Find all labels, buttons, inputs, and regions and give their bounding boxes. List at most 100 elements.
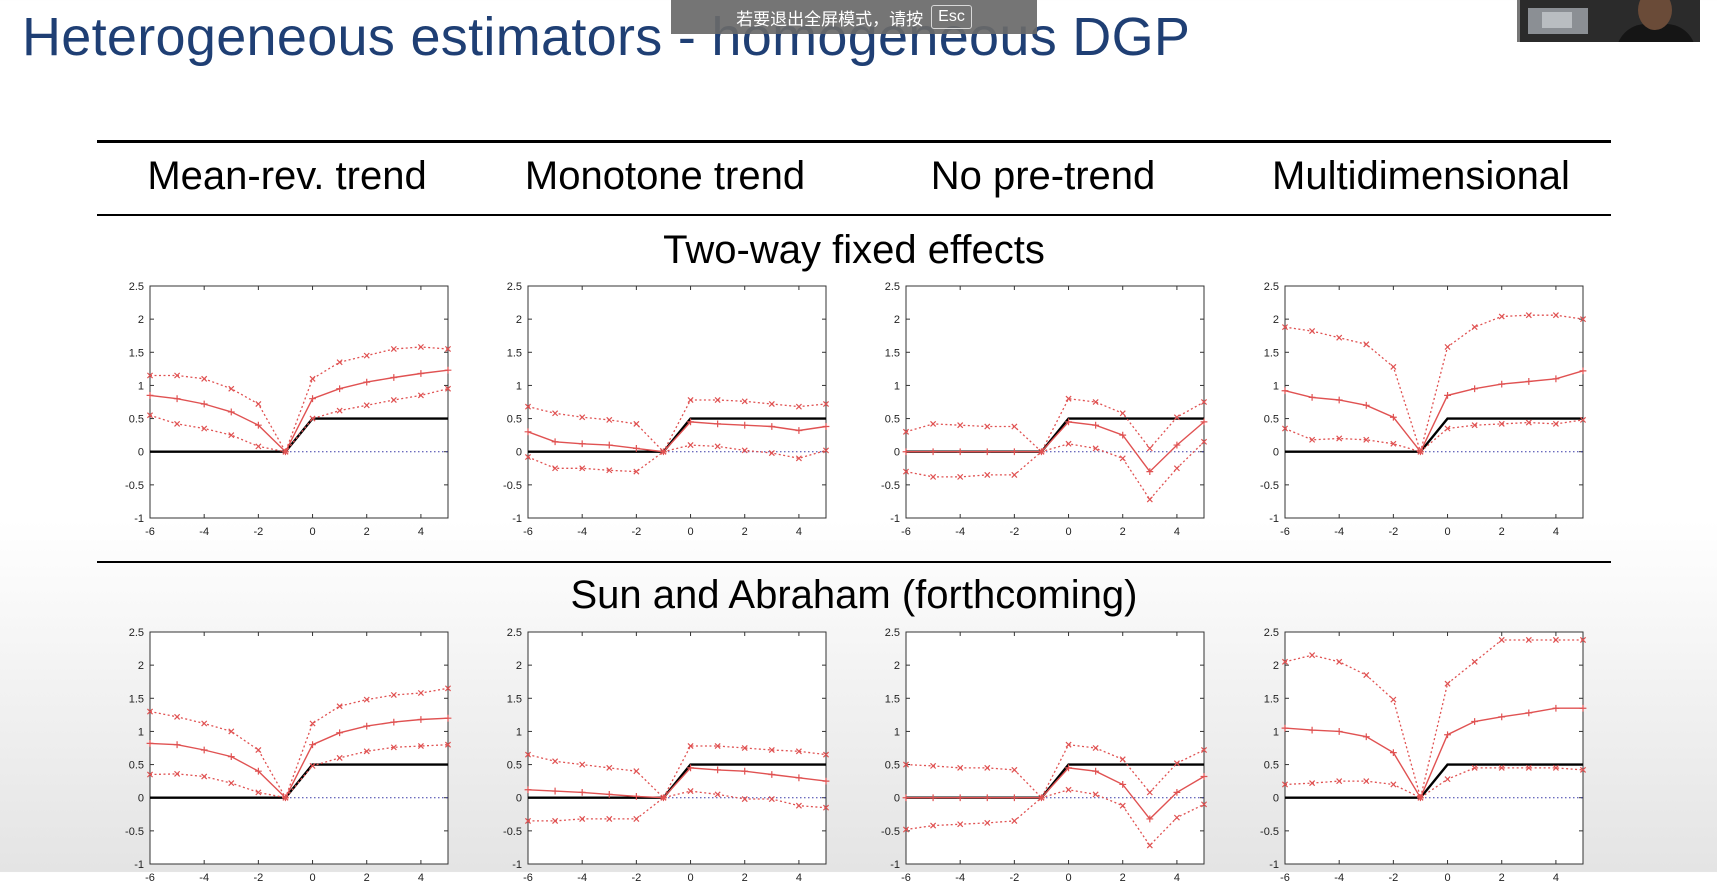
estimate-marker [254, 767, 262, 775]
x-tick-label: 2 [1499, 526, 1505, 538]
y-tick-label: -1 [890, 513, 900, 525]
estimate-marker [336, 729, 344, 737]
estimate-line [527, 767, 827, 799]
x-tick-label: -6 [901, 872, 911, 884]
table-top-rule [97, 140, 1611, 143]
x-tick-label: 0 [687, 872, 693, 884]
upper-band-marker [444, 685, 452, 692]
y-tick-label: 0.5 [507, 760, 522, 772]
lower-band-marker [1011, 817, 1018, 824]
y-tick-label: 0 [894, 447, 900, 459]
upper-band-marker [336, 703, 343, 710]
estimate-marker [956, 794, 964, 802]
lower-band-marker [1200, 801, 1208, 808]
event-study-chart-2-3: -1 -0.5 0 0.5 1 1.5 2 2.5 -6 -4 -2 0 2 4 [881, 627, 1208, 884]
estimate-marker [444, 714, 452, 722]
lower-band-marker [1065, 440, 1072, 447]
lower-band-marker [1146, 842, 1153, 849]
upper-band-marker [336, 359, 343, 366]
y-tick-label: -0.5 [125, 480, 144, 492]
column-header-no-pre-trend: No pre-trend [930, 154, 1156, 198]
event-study-chart-1-3: -1 -0.5 0 0.5 1 1.5 2 2.5 -6 -4 -2 0 2 4 [881, 281, 1208, 538]
lower-band-marker [1552, 764, 1559, 771]
upper-band-marker [1146, 789, 1153, 796]
x-tick-label: 4 [1553, 526, 1559, 538]
estimate-marker [1038, 794, 1045, 802]
y-tick-label: -0.5 [503, 480, 522, 492]
estimate-marker [524, 786, 532, 794]
upper-band-marker [1065, 741, 1072, 748]
upper-band-marker [1200, 746, 1208, 754]
true-effect-line [528, 417, 826, 453]
column-header-mean-rev-trend: Mean-rev. trend [147, 154, 427, 198]
upper-band-marker [363, 696, 370, 703]
x-tick-label: 4 [796, 526, 802, 538]
estimate-marker [578, 440, 586, 448]
upper-band-marker [1444, 343, 1451, 351]
x-tick-label: 4 [796, 872, 802, 884]
estimate-marker [1389, 413, 1397, 421]
y-tick-label: 2 [1273, 314, 1279, 326]
upper-band-line [149, 687, 449, 800]
estimate-marker [363, 722, 371, 730]
upper-band-marker [1281, 324, 1289, 331]
estimate-marker [1417, 794, 1424, 802]
lower-band-marker [930, 473, 937, 480]
lower-band-marker [552, 465, 559, 472]
esc-key-button[interactable]: Esc [931, 5, 972, 29]
estimate-marker [1579, 704, 1587, 712]
y-tick-label: -0.5 [881, 826, 900, 838]
x-tick-label: 4 [418, 526, 424, 538]
estimate-marker [1579, 367, 1587, 375]
row-label-two-way-fixed-effects: Two-way fixed effects [663, 228, 1045, 272]
upper-band-marker [1173, 414, 1180, 421]
estimate-marker [417, 370, 425, 377]
lower-band-line [1284, 767, 1584, 799]
upper-band-marker [930, 420, 937, 427]
estimate-marker [1444, 391, 1451, 399]
estimate-marker [1038, 448, 1045, 456]
upper-band-marker [309, 720, 316, 727]
upper-band-marker [417, 343, 424, 351]
estimate-marker [983, 448, 991, 456]
y-tick-label: -1 [1269, 859, 1279, 871]
webcam-person-body [1616, 24, 1696, 42]
y-tick-label: 0.5 [129, 414, 144, 426]
y-tick-label: 1.5 [885, 693, 900, 705]
plot-frame [905, 285, 1205, 519]
estimate-line [149, 717, 449, 799]
y-tick-label: 2.5 [1264, 281, 1279, 293]
lower-band-marker [255, 443, 262, 450]
y-tick-label: 0.5 [885, 414, 900, 426]
y-tick-label: -1 [512, 859, 522, 871]
estimate-line [527, 421, 827, 453]
x-tick-label: -6 [901, 526, 911, 538]
y-tick-label: 0.5 [1264, 760, 1279, 772]
x-tick-label: -4 [577, 872, 587, 884]
estimate-marker [1362, 733, 1370, 741]
upper-band-marker [606, 416, 613, 423]
upper-band-marker [1471, 324, 1478, 331]
lower-band-marker [524, 817, 532, 824]
upper-band-marker [309, 375, 316, 382]
estimate-marker [390, 374, 398, 381]
estimate-marker [795, 774, 803, 782]
estimate-marker [1281, 387, 1289, 395]
x-tick-label: -6 [523, 872, 533, 884]
lower-band-marker [524, 453, 532, 461]
x-tick-label: -2 [631, 872, 641, 884]
upper-band-marker [957, 764, 964, 771]
upper-band-line [905, 397, 1205, 453]
x-tick-label: -6 [145, 526, 155, 538]
estimate-marker [1092, 767, 1100, 775]
estimate-marker [741, 767, 749, 775]
y-tick-label: 1.5 [1264, 693, 1279, 705]
estimate-marker [822, 423, 830, 430]
upper-band-marker [1065, 395, 1072, 402]
upper-band-marker [687, 396, 694, 404]
y-tick-label: 2.5 [129, 281, 144, 293]
lower-band-marker [363, 748, 370, 755]
lower-band-marker [957, 473, 964, 480]
lower-band-marker [1309, 780, 1316, 787]
upper-band-marker [1471, 658, 1478, 665]
